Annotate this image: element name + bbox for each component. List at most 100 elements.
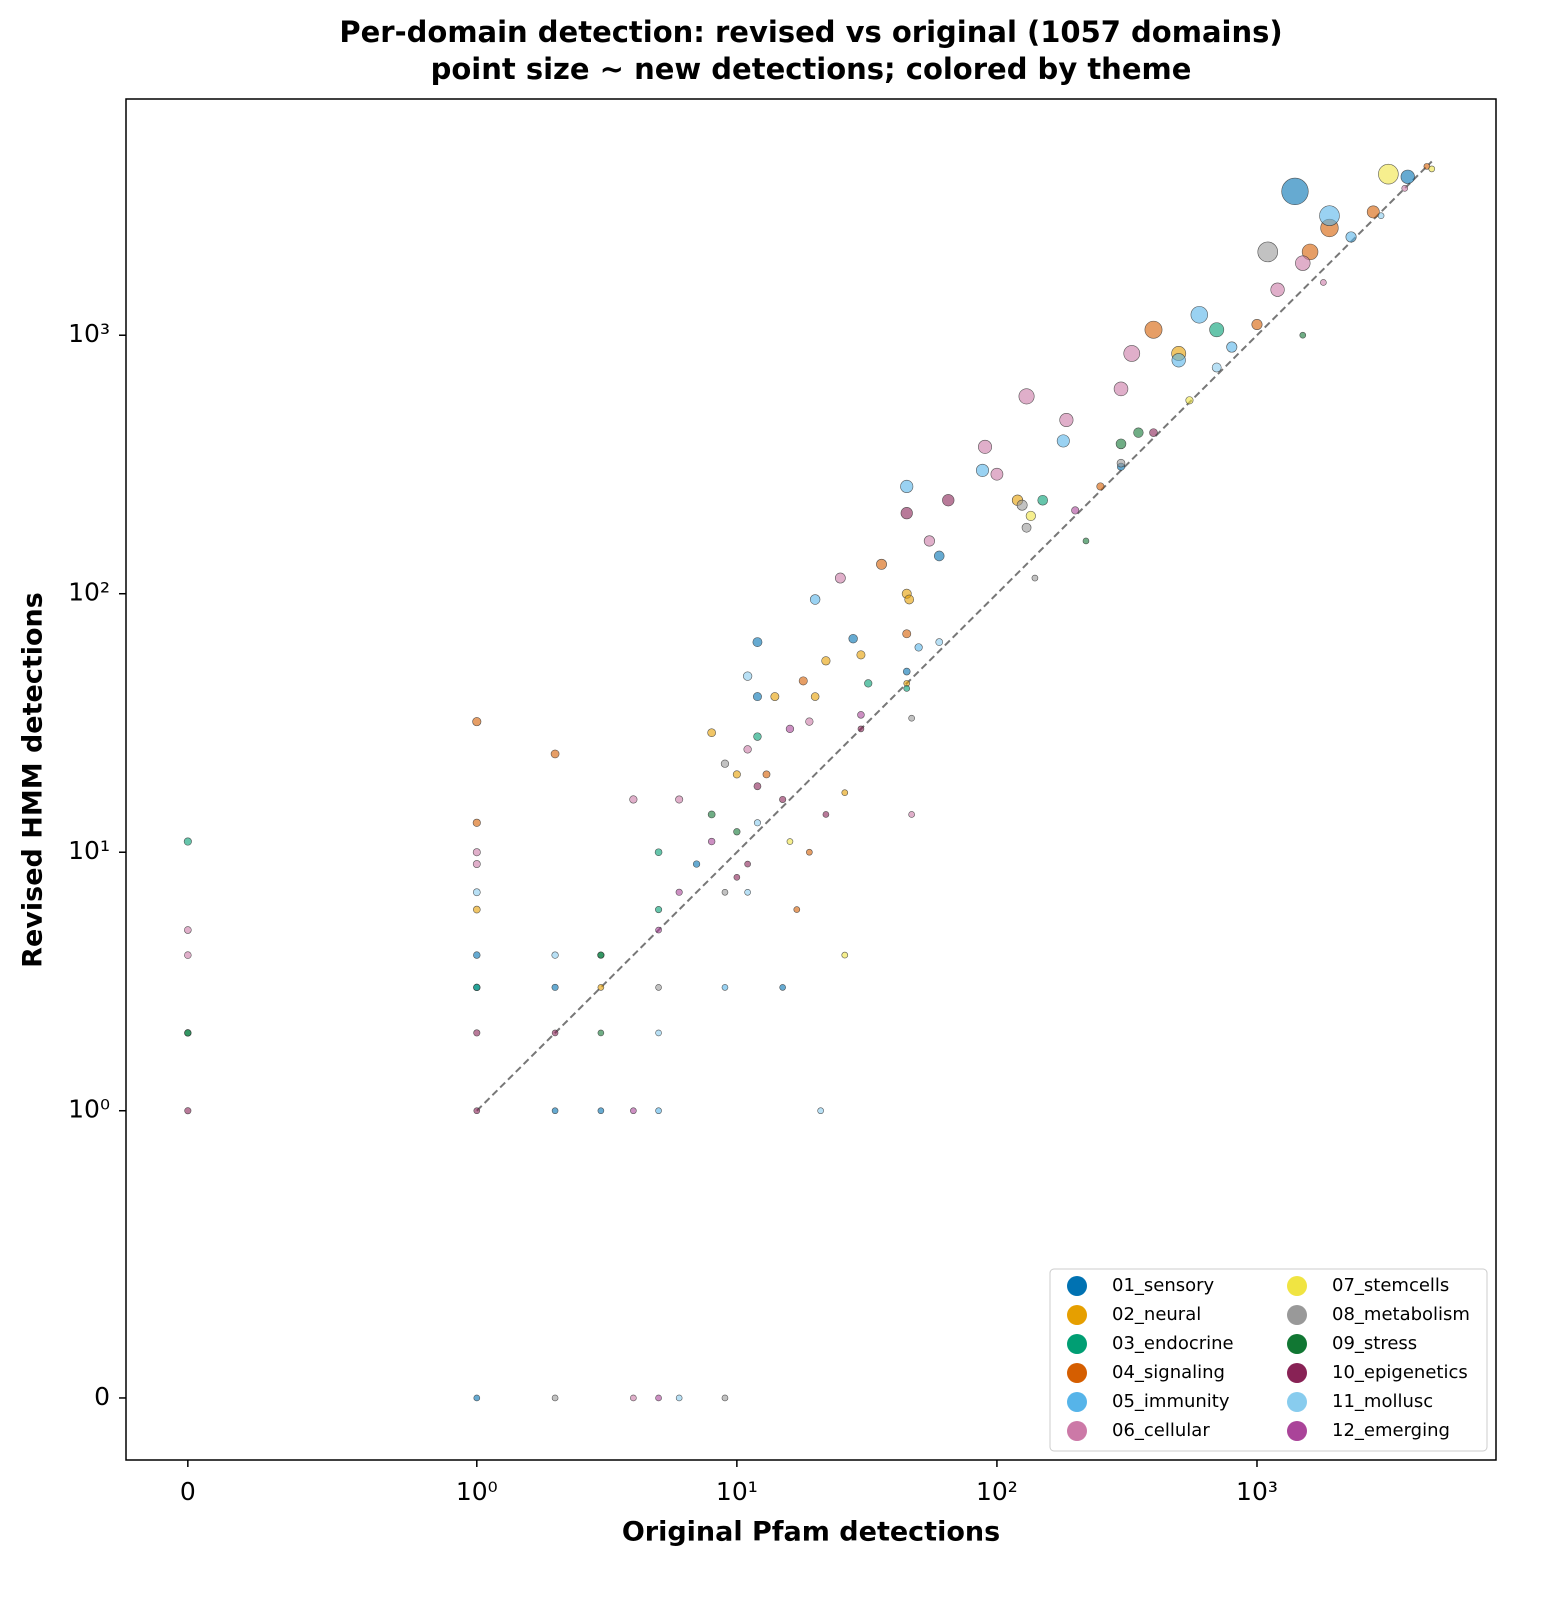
point [472,860,481,868]
point [184,1107,192,1115]
point [822,811,830,818]
legend-label: 05_immunity [1112,1391,1230,1412]
point [550,749,560,759]
legend-marker [1287,1305,1307,1325]
x-tick-label: 0 [180,1477,196,1506]
point [793,906,801,913]
point [655,1394,662,1402]
point [1018,388,1035,405]
point [1031,574,1039,582]
point [1401,185,1409,192]
point [1082,537,1090,545]
point [472,717,482,727]
point [1377,212,1385,219]
point [1299,331,1307,339]
point [1116,458,1126,468]
point [876,558,887,570]
legend-label: 11_mollusc [1332,1391,1433,1412]
point [1185,396,1194,405]
point [779,795,787,803]
y-tick-label: 10⁰ [68,1095,110,1124]
point [914,643,923,652]
legend-marker [1067,1276,1087,1296]
point [473,1394,481,1402]
point [1270,282,1285,297]
point [733,873,741,881]
point [472,818,481,827]
point [473,905,481,914]
legend-marker [1067,1392,1087,1412]
point [900,479,914,493]
point [904,594,915,605]
point [1319,205,1340,226]
point [752,692,762,702]
point [923,535,935,547]
point [770,692,780,702]
point [675,795,684,804]
legend-box [1049,1268,1488,1452]
legend-label: 06_cellular [1112,1420,1210,1441]
point [1056,434,1070,448]
point [908,714,915,722]
point [707,728,716,738]
point [1113,381,1129,397]
plot-frame [125,98,1497,1461]
point [1021,522,1032,533]
point [654,848,663,857]
point [1115,438,1127,450]
identity-line [476,160,1433,1112]
point [809,594,821,605]
point [655,1107,662,1115]
point [856,650,866,660]
point [1211,362,1222,373]
point [1257,241,1279,263]
point [1171,353,1186,368]
point [1059,412,1074,428]
point [975,463,989,477]
point [1251,319,1263,331]
point [707,810,716,819]
legend-label: 04_signaling [1112,1362,1225,1383]
point [1378,163,1399,185]
chart-subtitle: point size ~ new detections; colored by … [431,52,1192,86]
point [1226,341,1238,353]
point [675,888,683,896]
point [1144,320,1163,339]
point [1428,165,1436,173]
point [1301,243,1319,261]
point [903,685,911,692]
point [933,550,945,562]
point [762,770,771,779]
legend-label: 01_sensory [1112,1275,1215,1296]
point [908,811,915,818]
legend-marker [1067,1421,1087,1441]
legend-marker [1287,1276,1307,1296]
point [1209,322,1225,338]
point [655,984,662,991]
y-tick-label: 0 [94,1382,110,1411]
point [1345,231,1357,243]
point [1096,482,1105,491]
point [753,732,762,741]
point [1016,499,1028,511]
point [473,1029,481,1037]
point [733,828,741,836]
point [805,717,814,726]
point [732,770,741,779]
legend-marker [1067,1334,1087,1354]
x-axis-label: Original Pfam detections [622,1517,1000,1548]
point [597,1029,605,1037]
point [721,1394,729,1402]
legend-label: 09_stress [1332,1333,1417,1354]
point [1025,510,1036,521]
legend-label: 10_epigenetics [1332,1362,1468,1383]
point [779,984,786,991]
legend-label: 02_neural [1112,1304,1201,1325]
point [629,795,638,804]
point [935,638,944,646]
point [743,745,752,754]
point [857,711,865,719]
point [1295,255,1311,271]
point [473,1107,481,1115]
point [990,467,1004,481]
